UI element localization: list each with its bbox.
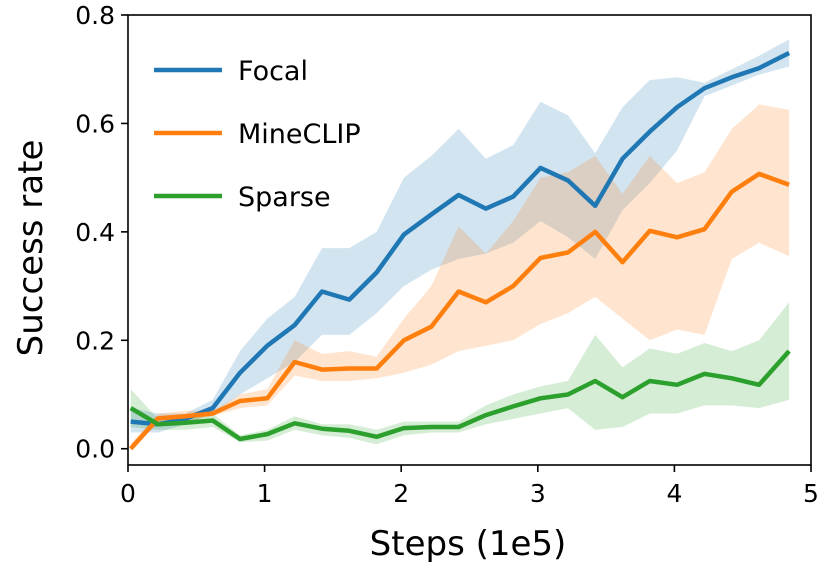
x-tick-label: 4 <box>666 479 682 508</box>
plot-frame <box>127 14 812 466</box>
legend: Focal MineCLIP Sparse <box>154 56 361 213</box>
x-tick-label: 1 <box>257 479 273 508</box>
x-axis-ticks: 0 1 2 3 4 5 <box>120 465 819 508</box>
x-tick-label: 3 <box>530 479 546 508</box>
y-tick-label: 0.4 <box>75 218 115 247</box>
legend-label-mineclip: MineCLIP <box>238 119 361 150</box>
x-tick-label: 0 <box>120 479 136 508</box>
y-tick-label: 0.0 <box>75 435 115 464</box>
x-tick-label: 5 <box>803 479 819 508</box>
y-tick-label: 0.2 <box>75 326 115 355</box>
line-sparse <box>129 349 791 442</box>
legend-label-sparse: Sparse <box>238 182 331 213</box>
x-tick-label: 2 <box>393 479 409 508</box>
legend-label-focal: Focal <box>238 56 308 87</box>
series-lines <box>129 50 791 451</box>
band-sparse <box>130 302 790 445</box>
y-tick-label: 0.6 <box>75 109 115 138</box>
line-mineclip <box>129 171 790 451</box>
x-axis-label: Steps (1e5) <box>370 524 567 564</box>
line-focal <box>130 50 791 427</box>
y-tick-label: 0.8 <box>75 1 115 30</box>
band-focal <box>130 39 790 433</box>
y-axis-label: Success rate <box>11 140 51 357</box>
y-axis-ticks: 0.0 0.2 0.4 0.6 0.8 <box>75 1 128 464</box>
